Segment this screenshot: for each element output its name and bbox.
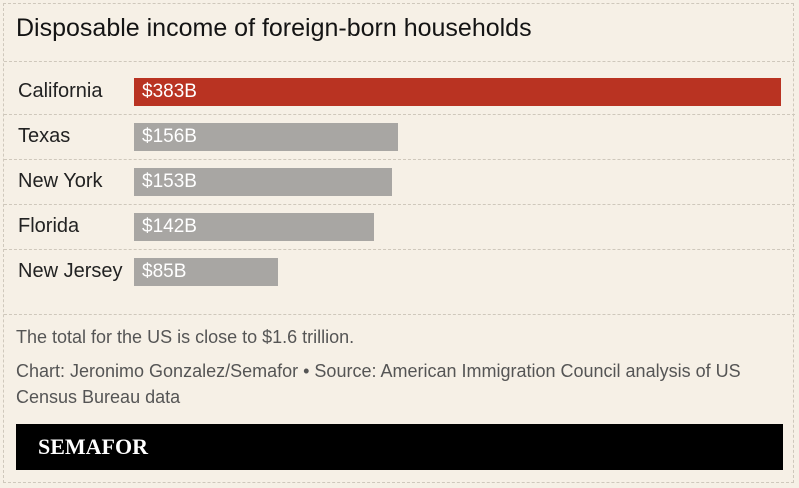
- bar-value-label: $153B: [142, 171, 197, 192]
- bar-value-label: $383B: [142, 81, 197, 102]
- bar: $153B: [134, 168, 392, 196]
- chart-frame: [3, 3, 794, 483]
- bar: $156B: [134, 123, 398, 151]
- semafor-logo[interactable]: SEMAFOR: [38, 434, 148, 459]
- category-label: California: [18, 80, 103, 102]
- bar-value-label: $156B: [142, 126, 197, 147]
- divider: [4, 314, 795, 315]
- chart-title: Disposable income of foreign-born househ…: [16, 14, 532, 42]
- category-label: Texas: [18, 125, 71, 147]
- bar: $383B: [134, 78, 781, 106]
- chart-note: The total for the US is close to $1.6 tr…: [16, 327, 355, 347]
- bar: $142B: [134, 213, 374, 241]
- category-label: New York: [18, 170, 103, 192]
- row-divider: [4, 204, 795, 205]
- bar-value-label: $85B: [142, 261, 187, 282]
- bar: $85B: [134, 258, 278, 286]
- row-divider: [4, 249, 795, 250]
- bar-row: Texas $156B: [4, 114, 795, 159]
- category-label: Florida: [18, 215, 80, 237]
- bar-value-label: $142B: [142, 216, 197, 237]
- category-label: New Jersey: [18, 260, 123, 282]
- bar-row: New York $153B: [4, 159, 795, 204]
- footer-bar: SEMAFOR: [16, 424, 783, 470]
- bar-row: California $383B: [4, 69, 795, 114]
- bar-row: Florida $142B: [4, 204, 795, 249]
- bar-row: New Jersey $85B: [4, 249, 795, 294]
- divider: [4, 61, 795, 62]
- row-divider: [4, 114, 795, 115]
- row-divider: [4, 159, 795, 160]
- chart-credit: Chart: Jeronimo Gonzalez/Semafor • Sourc…: [16, 361, 741, 407]
